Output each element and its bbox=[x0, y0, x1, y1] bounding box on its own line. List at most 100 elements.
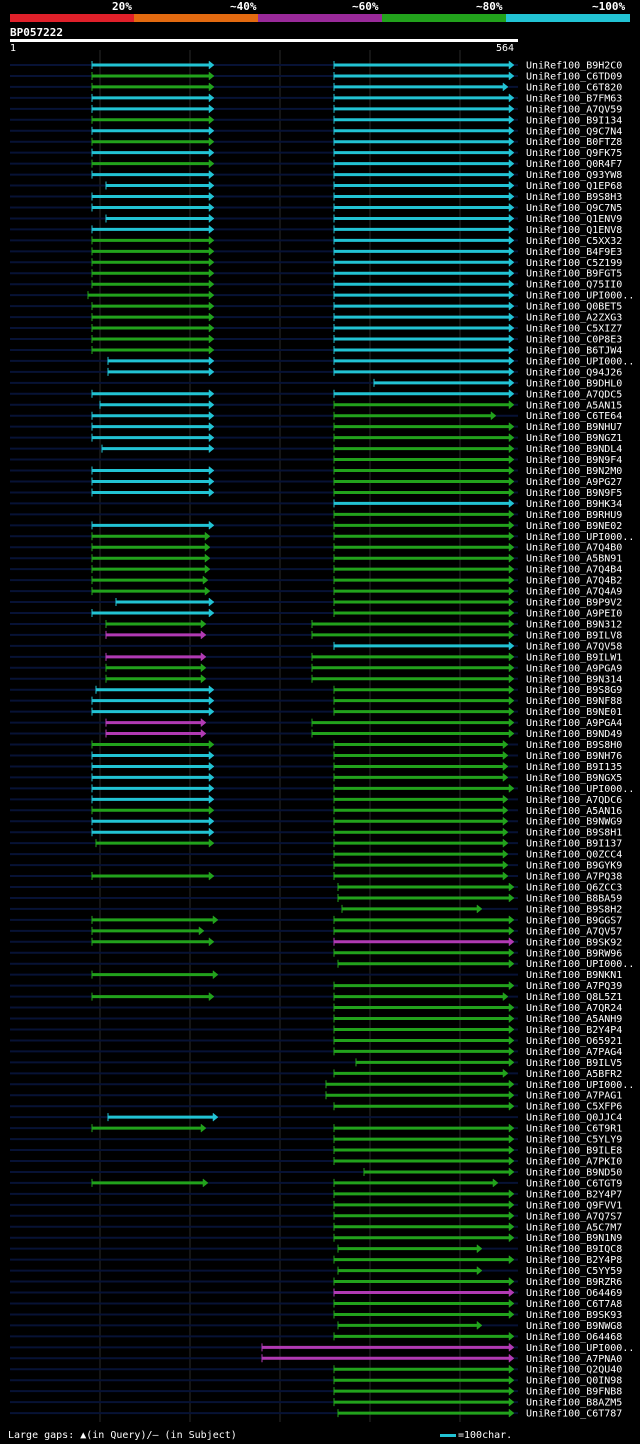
hit-segment-arrow bbox=[508, 433, 515, 443]
hit-label: UniRef100_B0FTZ8 bbox=[526, 137, 622, 148]
legend-swatch-red bbox=[10, 14, 134, 22]
hit-label: UniRef100_B9NGX5 bbox=[526, 773, 622, 784]
hit-segment-arrow bbox=[508, 663, 515, 673]
hit-label: UniRef100_A2ZXG3 bbox=[526, 313, 622, 324]
hit-label: UniRef100_Q0ZCC4 bbox=[526, 850, 622, 861]
hit-segment-arrow bbox=[202, 1178, 209, 1188]
hit-segment-arrow bbox=[208, 148, 215, 158]
hit-label: UniRef100_A9PG27 bbox=[526, 477, 622, 488]
hit-segment-arrow bbox=[508, 191, 515, 202]
legend-swatch-orange bbox=[134, 14, 258, 22]
hit-segment-arrow bbox=[208, 487, 215, 497]
hit-label: UniRef100_C6TD09 bbox=[526, 71, 622, 82]
hit-label: UniRef100_A7Q7S7 bbox=[526, 1211, 622, 1222]
identity-color-legend bbox=[10, 14, 630, 22]
hit-segment-arrow bbox=[508, 279, 515, 289]
hit-label: UniRef100_C5XFP6 bbox=[526, 1102, 622, 1113]
hit-label: UniRef100_Q0JJC4 bbox=[526, 1113, 622, 1124]
legend-swatch-magenta bbox=[258, 14, 382, 22]
hit-segment-arrow bbox=[198, 926, 205, 936]
hit-label: UniRef100_UPI000.. bbox=[526, 356, 634, 367]
hit-label: UniRef100_A7QV57 bbox=[526, 926, 622, 937]
ruler-start-label: 1 bbox=[10, 43, 17, 54]
hit-segment-arrow bbox=[490, 411, 497, 421]
hit-segment-arrow bbox=[508, 1222, 515, 1232]
hit-label: UniRef100_UPI000.. bbox=[526, 784, 634, 795]
hit-label: UniRef100_Q0IN98 bbox=[526, 1376, 622, 1387]
hit-label: UniRef100_O64469 bbox=[526, 1288, 622, 1299]
hit-label: UniRef100_C6T787 bbox=[526, 1409, 622, 1420]
hit-segment-arrow bbox=[508, 444, 515, 454]
legend-labels: 20% ~40% ~60% ~80% ~100% bbox=[0, 0, 640, 14]
hit-segment-arrow bbox=[208, 520, 215, 530]
hit-label: UniRef100_Q8L5Z1 bbox=[526, 992, 622, 1003]
hit-label: UniRef100_B6TJW4 bbox=[526, 345, 622, 356]
hit-segment-arrow bbox=[208, 696, 215, 706]
hit-label: UniRef100_B4F9E3 bbox=[526, 247, 622, 258]
hit-segment-arrow bbox=[508, 115, 515, 125]
hit-segment-arrow bbox=[508, 323, 515, 333]
hit-segment-arrow bbox=[200, 1123, 207, 1133]
hit-segment-arrow bbox=[208, 389, 215, 399]
hit-segment-arrow bbox=[208, 181, 215, 191]
hit-label: UniRef100_B9S8H1 bbox=[526, 828, 622, 839]
hit-segment-arrow bbox=[502, 992, 509, 1002]
hit-segment-arrow bbox=[208, 191, 215, 202]
hit-segment-arrow bbox=[208, 444, 215, 454]
hit-label: UniRef100_B9ILV8 bbox=[526, 630, 622, 641]
hit-segment-arrow bbox=[508, 465, 515, 476]
hit-segment-arrow bbox=[208, 411, 215, 421]
hit-segment-arrow bbox=[508, 137, 515, 147]
hit-segment-arrow bbox=[208, 750, 215, 761]
hit-label: UniRef100_B9FGT5 bbox=[526, 269, 622, 280]
hit-segment-arrow bbox=[508, 981, 515, 991]
legend-label-20: 20% bbox=[112, 0, 132, 13]
hit-label: UniRef100_A5BFR2 bbox=[526, 1069, 622, 1080]
hit-segment-arrow bbox=[476, 1244, 483, 1254]
hit-segment-arrow bbox=[508, 641, 515, 651]
hit-segment-arrow bbox=[208, 772, 215, 782]
hit-label: UniRef100_B9GYK9 bbox=[526, 861, 622, 872]
hit-label: UniRef100_B9RZR6 bbox=[526, 1277, 622, 1288]
hit-label: UniRef100_Q9C7N5 bbox=[526, 203, 622, 214]
hit-segment-arrow bbox=[208, 739, 215, 750]
hit-segment-arrow bbox=[208, 268, 215, 278]
hit-segment-arrow bbox=[508, 1233, 515, 1243]
legend-label-100: ~100% bbox=[592, 0, 626, 13]
hit-segment-arrow bbox=[508, 202, 515, 213]
hit-segment-arrow bbox=[208, 224, 215, 234]
hit-label: UniRef100_A7QDC6 bbox=[526, 795, 622, 806]
hit-segment-arrow bbox=[508, 893, 515, 903]
hit-segment-arrow bbox=[508, 937, 515, 947]
hit-label: UniRef100_A7PNA0 bbox=[526, 1354, 622, 1365]
hit-label: UniRef100_B7FM63 bbox=[526, 93, 622, 104]
hit-segment-arrow bbox=[208, 82, 215, 92]
hit-segment-arrow bbox=[508, 619, 515, 629]
hit-segment-arrow bbox=[508, 1353, 515, 1363]
gaps-legend: Large gaps: ▲(in Query)/– (in Subject) bbox=[8, 1430, 237, 1441]
hit-segment-arrow bbox=[502, 805, 509, 815]
hit-label: UniRef100_B9N2M0 bbox=[526, 466, 622, 477]
hit-label: UniRef100_B9N314 bbox=[526, 674, 622, 685]
hit-segment-arrow bbox=[208, 871, 215, 881]
hit-label: UniRef100_C5XX32 bbox=[526, 236, 622, 247]
hit-segment-arrow bbox=[502, 761, 509, 771]
hit-segment-arrow bbox=[508, 1211, 515, 1221]
hit-segment-arrow bbox=[508, 334, 515, 344]
hit-label: UniRef100_A9PGA4 bbox=[526, 718, 622, 729]
hit-segment-arrow bbox=[208, 597, 215, 607]
hit-segment-arrow bbox=[502, 772, 509, 782]
hit-segment-arrow bbox=[508, 630, 515, 640]
hit-segment-arrow bbox=[208, 213, 215, 223]
hit-label: UniRef100_B9SK93 bbox=[526, 1310, 622, 1321]
hit-label: UniRef100_B8AZM5 bbox=[526, 1398, 622, 1409]
hit-label: UniRef100_B9ND50 bbox=[526, 1167, 622, 1178]
hit-label: UniRef100_A7Q4B2 bbox=[526, 576, 622, 587]
hit-label: UniRef100_B9NDL4 bbox=[526, 444, 622, 455]
hit-label: UniRef100_B9I135 bbox=[526, 762, 622, 773]
hit-segment-arrow bbox=[208, 202, 215, 213]
hit-segment-arrow bbox=[508, 71, 515, 81]
legend-swatch-green bbox=[382, 14, 506, 22]
hit-segment-arrow bbox=[502, 827, 509, 837]
